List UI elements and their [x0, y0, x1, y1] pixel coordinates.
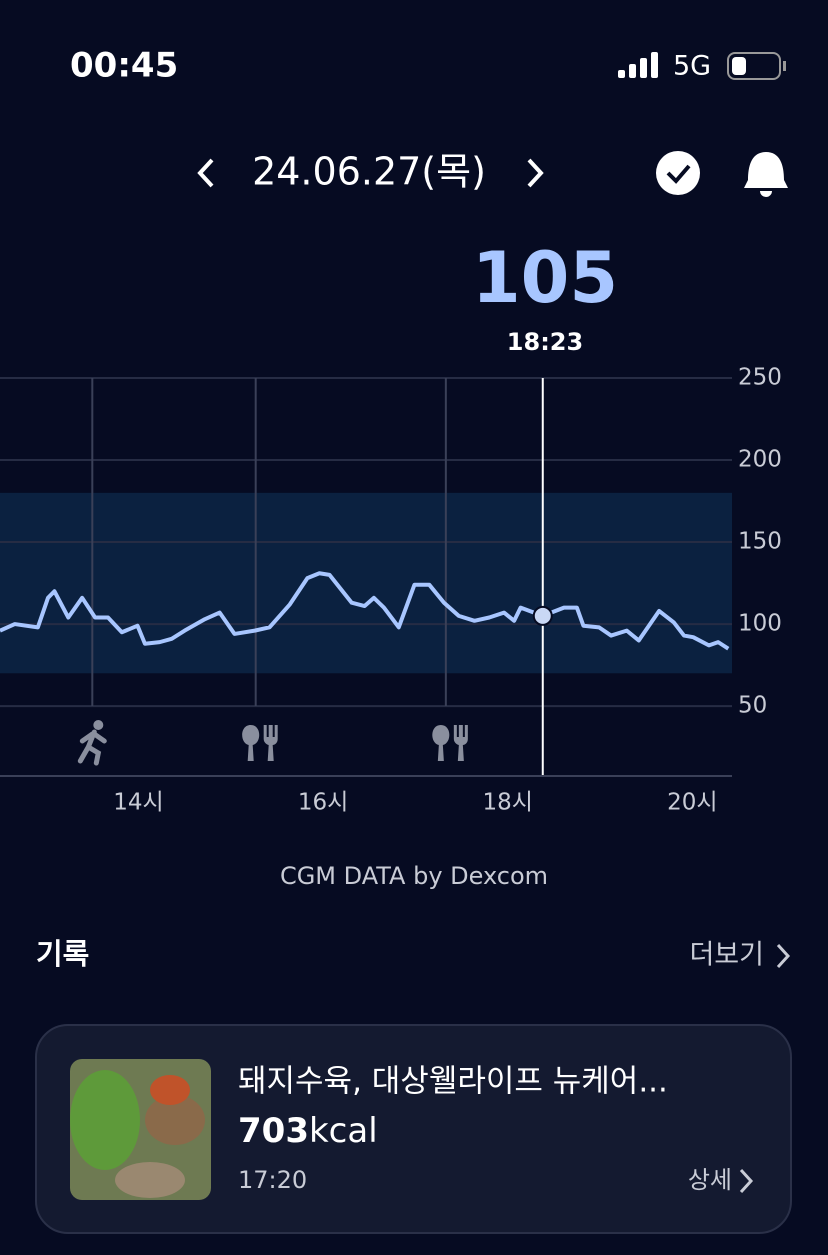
calories: 703 — [238, 1111, 309, 1151]
calories-line: 703kcal — [238, 1111, 378, 1151]
network: 5G — [673, 51, 711, 82]
glucose-chart: 50 100 150 200 250 14시 16시 18시 20시 — [0, 365, 782, 816]
meal-icon — [242, 725, 278, 761]
date: 24.06.27(목) — [252, 150, 486, 194]
icon-part — [93, 720, 104, 730]
food-photo — [70, 1059, 211, 1200]
chevron — [739, 1168, 754, 1194]
target-range — [0, 492, 732, 674]
y-tick-label: 100 — [738, 611, 782, 637]
y-tick-label: 200 — [738, 447, 782, 473]
food-name: 돼지수육, 대상웰라이프 뉴케어... — [238, 1064, 668, 1100]
x-tick-label: 16시 — [298, 790, 348, 816]
meal-icon — [432, 725, 468, 761]
source: CGM DATA by Dexcom — [280, 862, 548, 890]
x-tick-label: 14시 — [113, 790, 163, 816]
exercise-icon — [77, 720, 107, 766]
glucose-line — [0, 571, 730, 651]
record-card[interactable] — [35, 1024, 792, 1234]
y-tick-label: 50 — [738, 693, 767, 719]
icon-part — [77, 729, 107, 766]
notification-button[interactable] — [744, 152, 788, 197]
x-tick-label: 20시 — [667, 790, 717, 816]
cursor-point — [532, 605, 553, 626]
icon-part — [432, 725, 468, 761]
verified-button[interactable] — [656, 151, 700, 195]
prev-button[interactable] — [197, 158, 214, 188]
calories-unit: kcal — [309, 1111, 378, 1151]
x-tick-label: 18시 — [482, 790, 532, 816]
more-link[interactable]: 더보기 — [689, 940, 764, 971]
reading-time: 18:23 — [507, 328, 583, 356]
next-button[interactable] — [527, 158, 544, 188]
signal-icon — [618, 52, 658, 78]
battery-icon — [727, 52, 786, 80]
section-title: 기록 — [36, 937, 89, 971]
chevron — [776, 943, 791, 969]
record-time: 17:20 — [238, 1166, 307, 1194]
reading-value: 105 — [472, 237, 618, 319]
detail-link[interactable]: 상세 — [688, 1166, 732, 1194]
status-time: 00:45 — [70, 46, 178, 86]
icon-part — [242, 725, 278, 761]
y-tick-label: 250 — [738, 365, 782, 391]
y-tick-label: 150 — [738, 529, 782, 555]
